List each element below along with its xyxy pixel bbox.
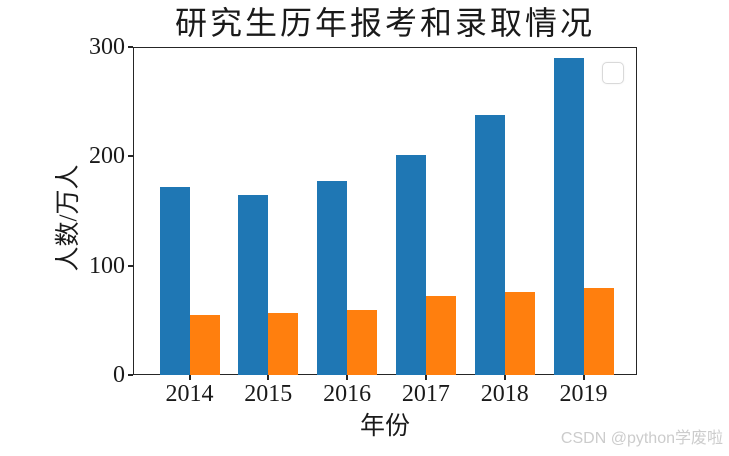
x-tick-label-2019: 2019 bbox=[559, 381, 608, 407]
x-tick-mark-2017 bbox=[424, 375, 427, 380]
bar-series2-2019 bbox=[583, 287, 614, 375]
y-tick-mark-0 bbox=[128, 374, 133, 376]
x-tick-mark-2018 bbox=[503, 375, 506, 380]
bar-series1-2015 bbox=[238, 194, 269, 375]
x-tick-mark-2015 bbox=[267, 375, 270, 380]
bar-series1-2016 bbox=[317, 181, 348, 375]
y-tick-label-0: 0 bbox=[113, 362, 125, 388]
x-tick-label-2018: 2018 bbox=[480, 381, 529, 407]
x-tick-mark-2014 bbox=[188, 375, 191, 380]
bar-series2-2014 bbox=[189, 314, 220, 375]
y-axis-label: 人数/万人 bbox=[55, 164, 82, 272]
bar-series1-2017 bbox=[395, 155, 426, 375]
x-tick-label-2017: 2017 bbox=[401, 381, 450, 407]
x-tick-label-2015: 2015 bbox=[244, 381, 293, 407]
x-axis-label: 年份 bbox=[359, 413, 410, 440]
x-tick-label-2014: 2014 bbox=[165, 381, 214, 407]
y-tick-label-300: 300 bbox=[89, 34, 125, 60]
x-tick-label-2016: 2016 bbox=[323, 381, 372, 407]
y-tick-mark-100 bbox=[128, 264, 133, 267]
x-tick-mark-2016 bbox=[346, 375, 349, 380]
chart-title: 研究生历年报考和录取情况 bbox=[174, 5, 595, 41]
bar-series2-2018 bbox=[504, 291, 535, 375]
bar-series2-2017 bbox=[425, 296, 456, 375]
y-tick-mark-200 bbox=[128, 155, 133, 158]
legend-box bbox=[602, 62, 624, 84]
bar-series2-2016 bbox=[347, 310, 378, 375]
watermark: CSDN @python学废啦 bbox=[560, 430, 723, 447]
y-tick-label-200: 200 bbox=[89, 143, 125, 170]
y-tick-mark-300 bbox=[128, 46, 133, 48]
x-tick-mark-2019 bbox=[582, 375, 585, 380]
bar-series1-2019 bbox=[553, 57, 584, 375]
bar-series2-2015 bbox=[268, 312, 299, 375]
bar-series1-2018 bbox=[474, 114, 505, 375]
y-tick-label-100: 100 bbox=[89, 252, 125, 279]
bar-series1-2014 bbox=[159, 186, 190, 375]
